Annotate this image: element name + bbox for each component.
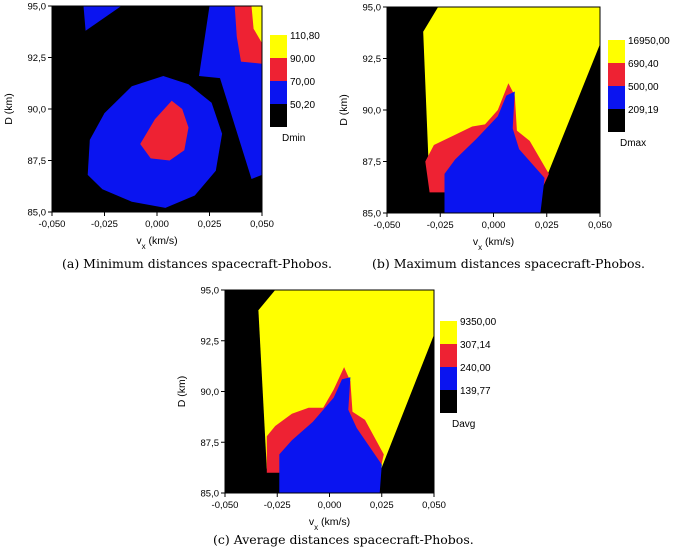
legend-swatch: [608, 40, 625, 63]
y-tick-label: 95,0: [28, 2, 47, 13]
legend-swatch: [608, 109, 625, 132]
x-tick-label: 0,050: [588, 220, 612, 231]
y-tick-label: 90,0: [28, 105, 47, 116]
legend-label: 690,40: [628, 59, 659, 70]
caption-b: (b) Maximum distances spacecraft-Phobos.: [372, 256, 645, 271]
x-tick-label: 0,050: [422, 500, 446, 511]
y-tick-label: 92,5: [28, 53, 47, 64]
y-tick-label: 92,5: [201, 336, 220, 347]
legend-swatch: [608, 86, 625, 109]
contour-region-4: [251, 6, 262, 44]
legend-swatch: [440, 390, 457, 413]
y-tick-label: 90,0: [201, 387, 220, 398]
legend-label: 70,00: [290, 77, 315, 88]
x-tick-label: 0,000: [482, 220, 506, 231]
x-tick-label: -0,025: [264, 500, 291, 511]
y-tick-label: 87,5: [201, 438, 220, 449]
y-tick-label: 95,0: [201, 286, 220, 297]
legend-label: 209,19: [628, 105, 659, 116]
y-tick-label: 92,5: [363, 54, 382, 65]
y-tick-label: 87,5: [363, 157, 382, 168]
legend-title: Davg: [452, 419, 475, 430]
y-axis-label: D (km): [3, 93, 15, 125]
legend-label: 240,00: [460, 363, 491, 374]
legend-label: 16950,00: [628, 36, 670, 47]
legend-label: 500,00: [628, 82, 659, 93]
caption-c: (c) Average distances spacecraft-Phobos.: [213, 532, 474, 547]
x-tick-label: 0,050: [250, 219, 274, 230]
y-axis-label: D (km): [176, 376, 188, 408]
chart-a: -0,050 -0,025 0,000 0,025 0,050 85,0 87,5 90,0 9…: [3, 2, 320, 251]
contour-regions: [387, 7, 600, 213]
legend-label: 50,20: [290, 100, 315, 111]
x-tick-label: -0,050: [39, 219, 66, 230]
x-tick-label: 0,025: [535, 220, 559, 231]
legend-title: Dmin: [282, 133, 305, 144]
legend-label: 90,00: [290, 54, 315, 65]
x-tick-label: 0,025: [198, 219, 222, 230]
contour-region-1: [83, 6, 122, 31]
legend: 9350,00 307,14 240,00 139,77 Davg: [440, 317, 497, 430]
legend-swatch: [440, 321, 457, 344]
y-tick-label: 85,0: [28, 208, 47, 219]
legend-swatch: [440, 344, 457, 367]
contour-region-3: [279, 377, 382, 493]
legend-title: Dmax: [620, 138, 646, 149]
x-axis-label: vx (km/s): [136, 235, 177, 251]
legend-swatch: [440, 367, 457, 390]
x-axis-label: vx (km/s): [309, 516, 350, 532]
contour-regions: [225, 290, 434, 493]
y-tick-label: 95,0: [363, 3, 382, 14]
legend-label: 139,77: [460, 386, 491, 397]
x-axis-label: vx (km/s): [473, 236, 514, 252]
x-tick-label: -0,050: [374, 220, 401, 231]
legend-swatch: [270, 35, 287, 58]
y-tick-label: 87,5: [28, 156, 47, 167]
y-tick-label: 90,0: [363, 106, 382, 117]
legend-swatch: [608, 63, 625, 86]
y-axis-label: D (km): [338, 94, 350, 126]
y-tick-label: 85,0: [363, 209, 382, 220]
x-tick-label: 0,000: [318, 500, 342, 511]
legend-label: 110,80: [290, 31, 320, 42]
contour-region-6: [140, 100, 189, 161]
legend-label: 307,14: [460, 340, 491, 351]
x-tick-label: -0,050: [212, 500, 239, 511]
y-tick-label: 85,0: [201, 489, 220, 500]
contour-region-3: [444, 91, 545, 213]
chart-b: -0,050 -0,025 0,000 0,025 0,050 85,0 87,5 90,0 9…: [338, 3, 670, 252]
x-tick-label: -0,025: [91, 219, 118, 230]
legend-swatch: [270, 104, 287, 127]
caption-a: (a) Minimum distances spacecraft-Phobos.: [62, 256, 332, 271]
x-tick-label: 0,025: [370, 500, 394, 511]
legend-label: 9350,00: [460, 317, 497, 328]
legend: 110,80 90,00 70,00 50,20 Dmin: [270, 31, 320, 144]
legend: 16950,00 690,40 500,00 209,19 Dmax: [608, 36, 670, 149]
legend-swatch: [270, 81, 287, 104]
x-tick-label: -0,025: [427, 220, 454, 231]
legend-swatch: [270, 58, 287, 81]
contour-regions: [52, 6, 262, 212]
x-tick-label: 0,000: [145, 219, 169, 230]
chart-c: -0,050 -0,025 0,000 0,025 0,050 85,0 87,5 90,0 9…: [176, 286, 497, 532]
